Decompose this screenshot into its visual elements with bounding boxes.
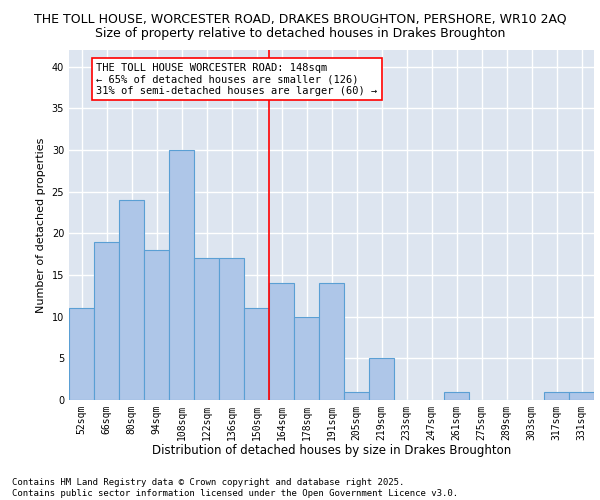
Bar [169, 150, 194, 400]
Y-axis label: Number of detached properties: Number of detached properties [36, 138, 46, 312]
Bar [219, 258, 244, 400]
Bar [119, 200, 144, 400]
X-axis label: Distribution of detached houses by size in Drakes Broughton: Distribution of detached houses by size … [152, 444, 511, 458]
Bar [319, 284, 344, 400]
Bar [244, 308, 269, 400]
Text: THE TOLL HOUSE WORCESTER ROAD: 148sqm
← 65% of detached houses are smaller (126): THE TOLL HOUSE WORCESTER ROAD: 148sqm ← … [97, 62, 378, 96]
Text: Contains HM Land Registry data © Crown copyright and database right 2025.
Contai: Contains HM Land Registry data © Crown c… [12, 478, 458, 498]
Bar [369, 358, 394, 400]
Bar [569, 392, 594, 400]
Bar [294, 316, 319, 400]
Bar [144, 250, 169, 400]
Text: THE TOLL HOUSE, WORCESTER ROAD, DRAKES BROUGHTON, PERSHORE, WR10 2AQ: THE TOLL HOUSE, WORCESTER ROAD, DRAKES B… [34, 12, 566, 26]
Text: Size of property relative to detached houses in Drakes Broughton: Size of property relative to detached ho… [95, 28, 505, 40]
Bar [344, 392, 369, 400]
Bar [94, 242, 119, 400]
Bar [69, 308, 94, 400]
Bar [444, 392, 469, 400]
Bar [194, 258, 219, 400]
Bar [269, 284, 294, 400]
Bar [544, 392, 569, 400]
